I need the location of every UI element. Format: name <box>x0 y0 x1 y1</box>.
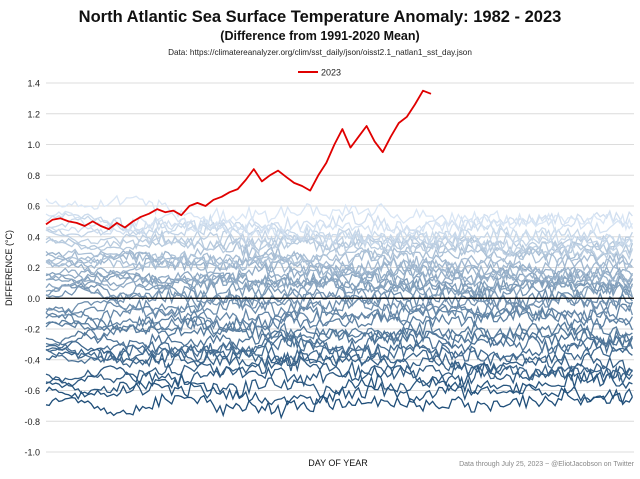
series-line-background <box>45 333 633 362</box>
series-line-background <box>45 307 633 341</box>
y-tick-label: -0.2 <box>24 325 40 335</box>
series-line-background <box>45 194 634 232</box>
y-tick-label: 0.8 <box>27 171 40 181</box>
series-line-background <box>45 347 633 385</box>
series-line-background <box>45 316 633 344</box>
y-tick-label: -0.8 <box>24 417 40 427</box>
series-line-background <box>45 229 634 256</box>
series-line-background <box>45 210 633 240</box>
y-tick-label: -0.4 <box>24 355 40 365</box>
y-tick-labels: 1.4 1.2 1.0 0.8 0.6 0.4 0.2 0.0 -0.2 -0.4 -0.6 -0.8… <box>24 79 40 458</box>
highlight-series-layer <box>45 89 432 231</box>
background-series-layer <box>45 194 634 420</box>
series-line-background <box>45 370 633 400</box>
series-line-background <box>45 352 633 384</box>
y-tick-label: -0.6 <box>24 386 40 396</box>
y-tick-label: -1.0 <box>24 448 40 458</box>
series-line-background <box>45 261 633 292</box>
y-tick-label: 1.2 <box>27 109 40 119</box>
series-line-background <box>45 327 633 365</box>
y-tick-label: 1.4 <box>27 79 40 89</box>
series-line-background <box>45 234 634 271</box>
y-tick-label: 0.0 <box>27 294 40 304</box>
x-axis-label: DAY OF YEAR <box>308 458 368 468</box>
y-tick-label: 0.6 <box>27 202 40 212</box>
series-line-background <box>45 319 634 349</box>
series-line-2023 <box>45 89 432 231</box>
series-line-background <box>45 228 634 261</box>
series-line-background <box>45 381 634 406</box>
legend-label-2023: 2023 <box>321 68 341 78</box>
y-tick-label: 0.4 <box>27 232 40 242</box>
series-line-background <box>45 340 633 383</box>
series-line-background <box>45 233 633 258</box>
series-line-background <box>45 386 633 420</box>
y-tick-label: 0.2 <box>27 263 40 273</box>
series-line-background <box>45 220 633 257</box>
legend: 2023 <box>298 68 341 78</box>
y-axis-label: DIFFERENCE (°C) <box>4 230 14 306</box>
y-tick-label: 1.0 <box>27 140 40 150</box>
chart-source: Data: https://climatereanalyzer.org/clim… <box>168 48 472 57</box>
chart-title: North Atlantic Sea Surface Temperature A… <box>79 8 562 26</box>
chart-footer: Data through July 25, 2023 ~ @EliotJacob… <box>459 461 635 468</box>
chart-subtitle: (Difference from 1991-2020 Mean) <box>220 29 419 43</box>
series-line-background <box>45 287 633 319</box>
series-line-background <box>45 244 633 278</box>
